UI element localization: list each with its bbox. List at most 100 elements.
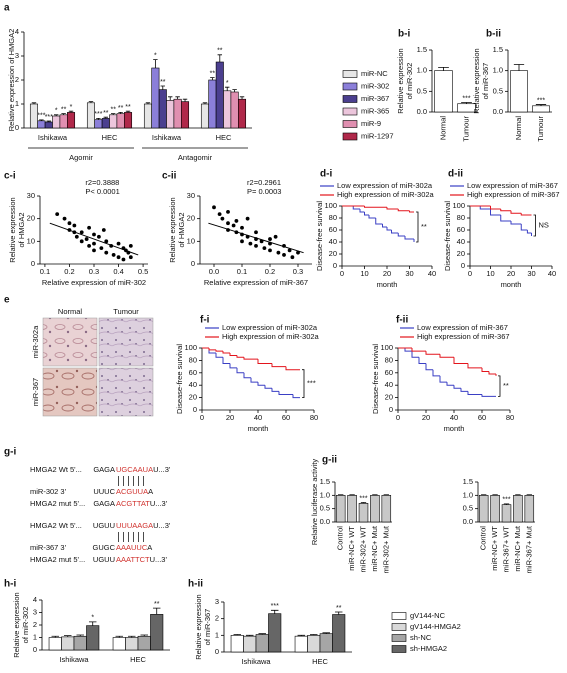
significance: * — [226, 80, 229, 87]
y-tick-label: 1 — [15, 99, 19, 108]
error-bar — [175, 96, 180, 100]
point — [116, 255, 121, 260]
x-tick-label: Normal — [438, 116, 447, 141]
survival-step — [375, 218, 383, 225]
error-bar — [68, 110, 74, 113]
x-tick-label: miR-NC+ WT — [347, 526, 356, 571]
sequence-prefix: UGUU — [93, 555, 115, 564]
sequence-label: miR-367 3' — [30, 543, 67, 552]
bar — [173, 98, 182, 129]
survival-step — [425, 351, 440, 355]
error-bar — [61, 113, 66, 115]
bar — [347, 495, 357, 523]
error-bar — [258, 633, 266, 635]
significance: ** — [217, 48, 223, 55]
bar — [59, 114, 68, 129]
survival-step — [397, 233, 405, 237]
bar — [109, 114, 118, 129]
panel-label: f-ii — [396, 315, 408, 326]
significance-bracket — [533, 214, 536, 237]
point — [231, 223, 236, 228]
survival-step — [439, 354, 454, 358]
legend-label: gV144-NC — [410, 611, 446, 620]
significance: * — [55, 108, 58, 115]
y-tick-label: 2 — [215, 614, 219, 623]
y-axis-label: Relative expression — [8, 197, 17, 262]
sequence-prefix: GAGA — [93, 499, 115, 508]
annotation: P= 0.0003 — [247, 187, 281, 196]
error-bar — [145, 102, 151, 104]
x-tick-label: Tumour — [461, 115, 470, 141]
sequence-label: HMGA2 Wt 5'... — [30, 465, 82, 474]
x-tick-label: 20 — [226, 413, 234, 422]
error-bar — [349, 494, 355, 496]
x-tick-label: Control — [479, 526, 488, 551]
panel-label: c-i — [4, 171, 16, 182]
survival-step — [236, 367, 244, 374]
significance: *** — [502, 497, 510, 504]
x-tick-label: HEC — [312, 657, 328, 666]
survival-step — [460, 388, 468, 392]
significance: *** — [94, 111, 102, 118]
y-axis-label: of miR-367 — [203, 609, 212, 646]
x-tick-label: 20 — [422, 413, 430, 422]
survival-step — [386, 207, 399, 210]
survival-step — [271, 363, 286, 368]
column-label: Normal — [58, 307, 83, 316]
y-tick-label: 0.5 — [463, 504, 473, 513]
survival-step — [264, 385, 272, 389]
x-tick-label: 0.2 — [64, 267, 74, 276]
x-tick-label: miR-302+ Mut — [381, 525, 390, 573]
point — [62, 216, 67, 221]
error-bar — [64, 635, 72, 637]
binding-site: AAATTCT — [116, 555, 150, 564]
bar — [150, 614, 164, 651]
survival-step — [257, 359, 272, 364]
error-bar — [481, 494, 487, 496]
legend-label: High expression of miR-367 — [467, 190, 560, 199]
point — [101, 228, 106, 232]
panel-label: h-i — [4, 579, 16, 590]
significance: *** — [537, 97, 545, 104]
survival-step — [490, 209, 501, 216]
tissue-image — [42, 367, 98, 417]
sequence: UGCAAUAU...3' — [116, 465, 171, 474]
point — [116, 241, 121, 246]
x-tick-label: miR-NC+ Mut — [370, 525, 379, 572]
bar — [294, 635, 308, 653]
panel-label: a — [4, 3, 10, 14]
legend-label: miR-1297 — [361, 131, 394, 140]
x-tick-label: miR-367+ WT — [501, 526, 510, 573]
legend-label: Low expression of miR-302a — [222, 323, 318, 332]
y-tick-label: 0.0 — [463, 517, 473, 526]
y-tick-label: 60 — [457, 225, 465, 234]
error-bar — [110, 113, 116, 115]
annotation: P< 0.0001 — [85, 187, 119, 196]
x-tick-label: Normal — [514, 116, 523, 141]
sequence-label: HMGA2 mut 5'... — [30, 555, 85, 564]
y-axis-label: Disease-free survival — [371, 344, 380, 414]
error-bar — [310, 634, 318, 636]
survival-step — [215, 349, 223, 352]
bar — [125, 637, 139, 651]
y-tick-label: 1.0 — [463, 490, 473, 499]
y-axis-label: Disease-free survival — [443, 201, 452, 271]
column-label: Tumour — [113, 307, 139, 316]
x-tick-label: Ishikawa — [38, 133, 68, 142]
tissue-image — [98, 367, 154, 417]
y-tick-label: 1.0 — [320, 490, 330, 499]
significance: * — [70, 104, 73, 111]
survival-step — [364, 212, 369, 216]
point — [217, 212, 222, 217]
y-axis-label: Relative expression — [396, 48, 405, 113]
point — [273, 234, 278, 239]
y-tick-label: 20 — [187, 214, 195, 223]
survival-step — [526, 230, 532, 234]
bar — [124, 112, 133, 129]
x-tick-label: 0.3 — [293, 267, 303, 276]
point — [84, 237, 89, 241]
x-tick-label: HEC — [102, 133, 118, 142]
y-tick-label: 0 — [15, 123, 19, 132]
sequence: AAAUUCA — [116, 543, 152, 552]
y-tick-label: 100 — [452, 201, 465, 210]
